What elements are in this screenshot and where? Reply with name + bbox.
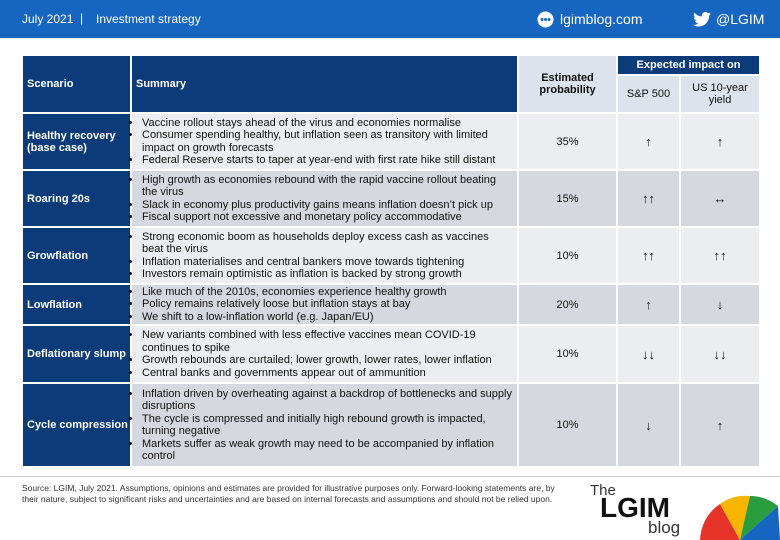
summary-item: Strong economic boom as households deplo… <box>142 231 513 256</box>
summary-item: High growth as economies rebound with th… <box>142 174 513 199</box>
scenario: Deflationary slump <box>22 325 131 383</box>
summary-item: Investors remain optimistic as inflation… <box>142 268 513 281</box>
summary-item: Markets suffer as weak growth may need t… <box>142 438 513 463</box>
summary: Like much of the 2010s, economies experi… <box>131 284 518 325</box>
header-summary: Summary <box>131 55 518 113</box>
scenario: Growflation <box>22 227 131 284</box>
divider: | <box>80 11 84 25</box>
summary-list: High growth as economies rebound with th… <box>132 174 517 224</box>
header-scenario: Scenario <box>22 55 131 113</box>
probability: 10% <box>518 227 617 284</box>
summary-list: Strong economic boom as households deplo… <box>132 231 517 281</box>
summary-item: Growth rebounds are curtailed; lower gro… <box>142 354 513 367</box>
scenario-table: Scenario Summary Estimated probability Expe… <box>22 55 760 467</box>
summary-list: New variants combined with less effectiv… <box>132 329 517 379</box>
header-sp500: S&P 500 <box>617 75 680 113</box>
summary-item: Like much of the 2010s, economies experi… <box>142 286 447 299</box>
footer-rule <box>0 476 780 477</box>
logo-lgim: LGIM <box>600 492 670 523</box>
section: Investment strategy <box>96 12 201 26</box>
date: July 2021 <box>22 12 74 26</box>
header-impact: Expected impact on <box>617 55 760 75</box>
header-probability: Estimated probability <box>518 55 617 113</box>
handle[interactable]: @LGIM <box>716 11 765 27</box>
summary-item: Slack in economy plus productivity gains… <box>142 199 513 212</box>
probability: 10% <box>518 325 617 383</box>
probability: 15% <box>518 170 617 227</box>
us10y-impact: ↑↑ <box>680 227 760 284</box>
summary: Strong economic boom as households deplo… <box>131 227 518 284</box>
sp500-impact: ↑↑ <box>617 170 680 227</box>
summary-list: Inflation driven by overheating against … <box>132 388 517 463</box>
sp500-impact: ↑ <box>617 113 680 170</box>
us10y-impact: ↔ <box>680 170 760 227</box>
summary-item: Fiscal support not excessive and monetar… <box>142 211 513 224</box>
probability: 20% <box>518 284 617 325</box>
scenario: Healthy recovery (base case) <box>22 113 131 170</box>
summary-item: Inflation materialises and central banke… <box>142 256 513 269</box>
summary-item: Consumer spending healthy, but inflation… <box>142 129 513 154</box>
probability: 10% <box>518 383 617 467</box>
summary-item: New variants combined with less effectiv… <box>142 329 513 354</box>
summary-item: Policy remains relatively loose but infl… <box>142 298 447 311</box>
us10y-impact: ↓ <box>680 284 760 325</box>
source: Source: LGIM, July 2021. Assumptions, op… <box>22 483 555 504</box>
logo-blog: blog <box>648 518 681 537</box>
summary-item: Inflation driven by overheating against … <box>142 388 513 413</box>
summary: High growth as economies rebound with th… <box>131 170 518 227</box>
probability: 35% <box>518 113 617 170</box>
umbrella-icon <box>700 495 780 540</box>
scenario: Roaring 20s <box>22 170 131 227</box>
us10y-impact: ↓↓ <box>680 325 760 383</box>
summary: New variants combined with less effectiv… <box>131 325 518 383</box>
us10y-impact: ↑ <box>680 113 760 170</box>
sp500-impact: ↓ <box>617 383 680 467</box>
summary: Vaccine rollout stays ahead of the virus… <box>131 113 518 170</box>
summary-list: Like much of the 2010s, economies experi… <box>132 286 451 324</box>
sp500-impact: ↑↑ <box>617 227 680 284</box>
summary-item: Vaccine rollout stays ahead of the virus… <box>142 117 513 130</box>
scenario: Lowflation <box>22 284 131 325</box>
sp500-impact: ↓↓ <box>617 325 680 383</box>
twitter-icon <box>693 12 711 27</box>
summary-item: Federal Reserve starts to taper at year-… <box>142 154 513 167</box>
summary-list: Vaccine rollout stays ahead of the virus… <box>132 117 517 167</box>
site[interactable]: lgimblog.com <box>560 11 643 27</box>
us10y-impact: ↑ <box>680 383 760 467</box>
top-bar: July 2021 | Investment strategy lgimblog… <box>0 0 780 38</box>
blog-icon <box>537 11 554 28</box>
summary-item: Central banks and governments appear out… <box>142 367 513 380</box>
summary-item: The cycle is compressed and initially hi… <box>142 413 513 438</box>
header-us10y: US 10-year yield <box>680 75 760 113</box>
summary: Inflation driven by overheating against … <box>131 383 518 467</box>
logo-the: The <box>590 482 616 499</box>
summary-item: We shift to a low-inflation world (e.g. … <box>142 311 447 324</box>
scenario: Cycle compression <box>22 383 131 467</box>
sp500-impact: ↑ <box>617 284 680 325</box>
